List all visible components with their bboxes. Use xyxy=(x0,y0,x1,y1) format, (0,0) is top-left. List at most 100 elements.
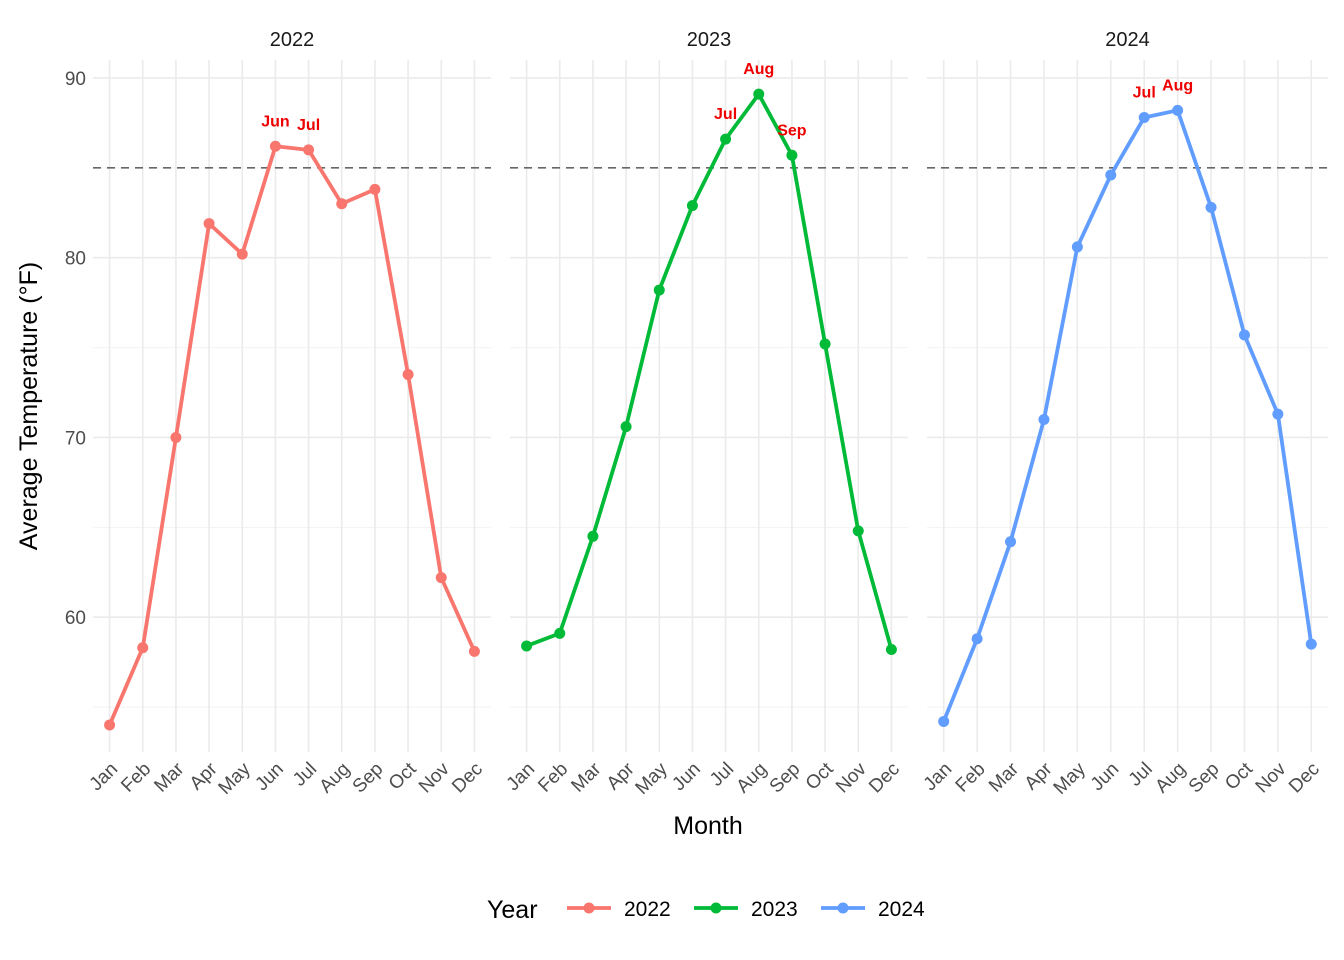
data-point xyxy=(236,248,248,260)
point-label: Jun xyxy=(261,113,289,130)
data-point xyxy=(587,530,599,542)
point-label: Aug xyxy=(743,61,774,78)
data-point xyxy=(435,572,447,584)
data-point xyxy=(1272,408,1284,420)
x-axis-title: Month xyxy=(673,812,742,840)
data-point xyxy=(203,218,215,230)
point-label: Jul xyxy=(297,117,320,134)
point-label: Jul xyxy=(1133,85,1156,102)
x-tick-label: Feb xyxy=(952,759,990,797)
legend: Year 2022 2023 2024 xyxy=(487,896,925,924)
y-tick-label: 80 xyxy=(65,249,86,270)
data-point xyxy=(468,645,480,657)
x-tick-label: Jan xyxy=(503,759,540,796)
x-tick-label: Aug xyxy=(316,759,355,798)
data-point xyxy=(1238,329,1250,341)
x-tick-label: Apr xyxy=(603,758,639,794)
data-point xyxy=(1172,104,1184,116)
x-tick-label: May xyxy=(632,758,673,799)
data-point xyxy=(753,88,765,100)
point-label: Jul xyxy=(714,106,737,123)
x-tick-label: Aug xyxy=(1151,759,1190,798)
facet-strip-label: 2022 xyxy=(270,29,315,51)
x-tick-label: Dec xyxy=(865,759,904,798)
legend-title: Year xyxy=(487,896,538,924)
x-tick-label: Sep xyxy=(1185,759,1224,798)
data-point xyxy=(170,431,182,443)
x-tick-label: Dec xyxy=(1285,759,1324,798)
data-point xyxy=(686,200,698,212)
y-axis-title: Average Temperature (°F) xyxy=(15,262,43,550)
data-point xyxy=(1005,536,1017,548)
data-point xyxy=(1071,241,1083,253)
legend-label: 2022 xyxy=(624,898,671,921)
series-line-2023 xyxy=(524,92,894,652)
data-point xyxy=(336,198,348,210)
x-tick-label: Jan xyxy=(920,759,957,796)
x-tick-label: Aug xyxy=(733,759,772,798)
data-point xyxy=(521,640,533,652)
data-point xyxy=(1105,169,1117,181)
data-point xyxy=(369,183,381,195)
data-point xyxy=(137,642,149,654)
data-point xyxy=(554,627,566,639)
data-point xyxy=(653,284,665,296)
x-tick-label: Jan xyxy=(86,759,123,796)
x-tick-label: Jun xyxy=(1087,759,1124,796)
x-tick-label: May xyxy=(1050,758,1091,799)
y-axis: 60 70 80 90 xyxy=(65,69,86,629)
legend-key-point xyxy=(710,902,722,914)
x-tick-label: Jun xyxy=(668,759,705,796)
x-tick-label: Oct xyxy=(802,758,838,794)
x-tick-label: Apr xyxy=(186,758,222,794)
data-point xyxy=(819,338,831,350)
data-point xyxy=(402,369,414,381)
x-tick-label: Jul xyxy=(1125,759,1157,791)
data-point xyxy=(720,133,732,145)
x-tick-label: Feb xyxy=(534,759,572,797)
data-point xyxy=(269,140,281,152)
x-tick-label: Nov xyxy=(1252,758,1291,797)
x-tick-label: Mar xyxy=(567,758,605,796)
legend-key-point xyxy=(837,902,849,914)
data-point xyxy=(971,633,983,645)
x-tick-label: Oct xyxy=(385,758,421,794)
legend-label: 2023 xyxy=(751,898,798,921)
data-point xyxy=(852,525,864,537)
y-tick-label: 60 xyxy=(65,608,86,629)
x-tick-label: Dec xyxy=(448,759,487,798)
data-point xyxy=(1205,201,1217,213)
data-point xyxy=(1305,638,1317,650)
facet-strip-label: 2024 xyxy=(1105,29,1150,51)
x-tick-label: Apr xyxy=(1021,758,1057,794)
data-point xyxy=(1138,112,1150,124)
data-point xyxy=(885,644,897,656)
x-tick-label: Sep xyxy=(766,759,805,798)
data-point xyxy=(104,719,116,731)
data-point xyxy=(303,144,315,156)
point-label: Sep xyxy=(777,122,807,139)
legend-label: 2024 xyxy=(878,898,925,921)
y-tick-label: 70 xyxy=(65,428,86,449)
x-tick-label: May xyxy=(215,758,256,799)
point-label: Aug xyxy=(1162,77,1193,94)
data-point xyxy=(938,715,950,727)
x-tick-label: Jul xyxy=(706,759,738,791)
series-line-2022 xyxy=(107,144,477,727)
data-point xyxy=(786,149,798,161)
x-tick-label: Jul xyxy=(289,759,321,791)
y-tick-label: 90 xyxy=(65,69,86,90)
facet-strip-label: 2023 xyxy=(687,29,732,51)
legend-key-point xyxy=(583,902,595,914)
data-point xyxy=(1038,413,1050,425)
x-tick-label: Sep xyxy=(349,759,388,798)
x-tick-label: Nov xyxy=(832,758,871,797)
x-tick-label: Feb xyxy=(117,759,155,797)
series-line-2024 xyxy=(941,108,1314,724)
x-tick-label: Mar xyxy=(150,758,188,796)
data-point xyxy=(620,421,632,433)
